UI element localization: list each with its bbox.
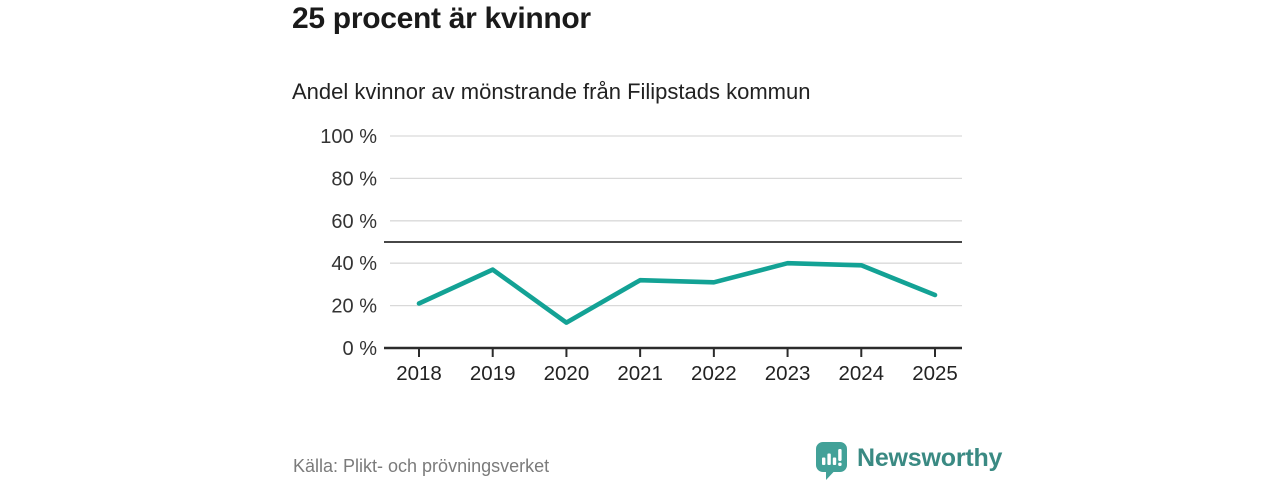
line-chart-svg: 0 % 20 % 40 % 60 % 80 % 100 % 2018 2019 2020 2021…	[320, 126, 962, 385]
line-chart: 0 % 20 % 40 % 60 % 80 % 100 % 2018 2019 2020 2021…	[290, 122, 990, 394]
page-title: 25 procent är kvinnor	[292, 2, 591, 35]
series-line	[416, 260, 938, 325]
newsworthy-logo: Newsworthy	[815, 441, 1002, 480]
x-tick-label: 2022	[691, 362, 737, 385]
chart-subtitle: Andel kvinnor av mönstrande från Filipst…	[292, 79, 811, 104]
y-tick-label: 0 %	[343, 338, 378, 360]
x-tick-label: 2023	[765, 362, 811, 385]
x-tick-label: 2025	[912, 362, 958, 385]
bar-chart-glyph	[822, 449, 842, 466]
y-tick-label: 100 %	[320, 126, 377, 148]
x-tick-label: 2021	[617, 362, 663, 385]
x-tick-label: 2018	[396, 362, 442, 385]
y-tick-label: 40 %	[331, 253, 377, 275]
brand-name: Newsworthy	[857, 444, 1003, 472]
y-tick-label: 20 %	[331, 296, 377, 318]
x-tick-label: 2020	[544, 362, 590, 385]
bar-chart-bubble-icon	[816, 442, 847, 480]
y-tick-label: 60 %	[331, 211, 377, 233]
x-tick-label: 2024	[838, 362, 884, 385]
y-tick-label: 80 %	[331, 168, 377, 190]
x-tick-label: 2019	[470, 362, 516, 385]
source-note: Källa: Plikt- och prövningsverket	[293, 456, 550, 476]
